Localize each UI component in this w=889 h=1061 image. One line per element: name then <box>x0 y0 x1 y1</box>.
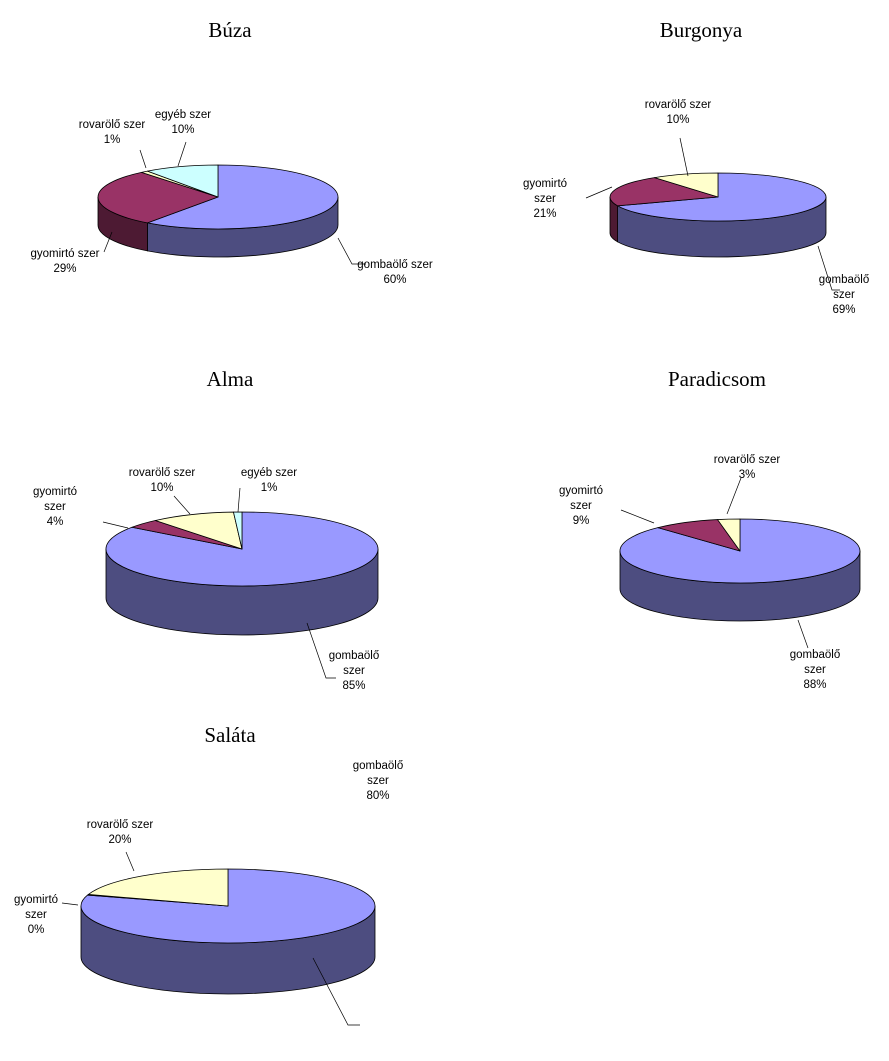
data-label-text: rovarölő szer <box>129 467 196 479</box>
data-label-text: szer <box>25 909 47 921</box>
data-label-pct: 80% <box>366 790 389 802</box>
pie-slice-gombaolo-szer <box>147 164 339 230</box>
data-label-pct: 9% <box>573 515 590 527</box>
data-label-pct: 1% <box>261 482 278 494</box>
leader-line <box>102 521 129 529</box>
data-label-text: szer <box>44 501 66 513</box>
leader-line <box>585 186 613 199</box>
pie-slice-rovarolo-szer <box>717 518 741 552</box>
pie-slice-egyeb-szer <box>233 511 243 550</box>
data-label-text: gyomirtó <box>523 178 567 190</box>
pie-slice-gyomirto-szer <box>609 177 719 207</box>
chart-title: Paradicsom <box>668 367 766 391</box>
leader-line <box>103 231 113 253</box>
data-label-text: gombaölő <box>819 274 870 286</box>
data-label-text: gyomirtó <box>559 485 603 497</box>
data-label-pct: 10% <box>666 114 689 126</box>
leader-line <box>337 237 366 265</box>
data-label-text: rovarölő szer <box>714 454 781 466</box>
leader-line <box>237 487 241 513</box>
pie-slice-rovarolo-szer <box>87 868 229 907</box>
chart-title: Alma <box>207 367 254 391</box>
pie-chart-paradicsom: Paradicsom gombaölő szer 88% gyomirtó szer 9% r… <box>559 367 861 691</box>
leader-line <box>173 495 191 515</box>
data-label-pct: 20% <box>108 834 131 846</box>
data-label-text: gombaölő <box>790 649 841 661</box>
data-label-gombaolo-szer: gombaölő szer 80% <box>353 760 404 802</box>
data-label-text: egyéb szer <box>241 467 297 479</box>
data-label-pct: 10% <box>150 482 173 494</box>
leader-line <box>177 141 187 167</box>
data-label-pct: 60% <box>383 274 406 286</box>
data-label-text: szer <box>570 500 592 512</box>
data-label-rovarolo-szer: rovarölő szer 20% <box>87 819 154 846</box>
data-label-text: szer <box>534 193 556 205</box>
leader-line <box>726 477 742 515</box>
chart-title: Burgonya <box>660 18 743 42</box>
data-label-pct: 85% <box>342 680 365 692</box>
data-label-gyomirto-szer: gyomirtó szer 0% <box>14 894 58 936</box>
data-label-text: egyéb szer <box>155 109 211 121</box>
data-label-text: szer <box>367 775 389 787</box>
pie-chart-burgonya: Burgonya gombaölő szer 69% gyomirtó szer 21% ro… <box>523 18 869 316</box>
data-label-gombaolo-szer: gombaölő szer 69% <box>819 274 870 316</box>
data-label-text: szer <box>833 289 855 301</box>
leader-line <box>797 619 809 649</box>
data-label-pct: 88% <box>803 679 826 691</box>
data-label-text: gyomirtó <box>33 486 77 498</box>
data-label-pct: 10% <box>171 124 194 136</box>
leader-line <box>125 851 135 872</box>
data-label-pct: 69% <box>832 304 855 316</box>
chart-title: Saláta <box>204 723 256 747</box>
data-label-gombaolo-szer: gombaölő szer 88% <box>790 649 841 691</box>
pie-slice-gyomirto-szer <box>97 171 219 224</box>
data-label-gyomirto-szer: gyomirtó szer 9% <box>559 485 603 527</box>
data-label-egyeb-szer: egyéb szer 10% <box>155 109 211 136</box>
data-label-gombaolo-szer: gombaölő szer 85% <box>329 650 380 692</box>
pie-slice-rovarolo-szer <box>154 511 243 550</box>
data-label-text: gombaölő szer <box>357 259 433 271</box>
leader-line <box>620 509 655 524</box>
pie-slice-rovarolo-szer <box>654 172 719 198</box>
data-label-text: gyomirtó szer <box>30 248 99 260</box>
pie-slice-gombaolo-szer <box>619 518 861 584</box>
pie-chart-buza: Búza gombaölő szer 60% gyomirtó szer 29% rova… <box>30 18 432 286</box>
leader-line <box>679 137 689 177</box>
data-label-pct: 4% <box>47 516 64 528</box>
leader-line <box>139 149 147 169</box>
pie-slice-gombaolo-szer <box>617 172 827 222</box>
leader-line <box>817 245 840 291</box>
data-label-egyeb-szer: egyéb szer 1% <box>241 467 297 494</box>
data-label-gyomirto-szer: gyomirtó szer 21% <box>523 178 567 220</box>
data-label-text: rovarölő szer <box>645 99 712 111</box>
data-label-pct: 3% <box>739 469 756 481</box>
pie-chart-salata: Saláta gombaölő szer 80% gyomirtó szer 0% rovar… <box>14 723 404 1026</box>
pie-slice-egyeb-szer <box>147 164 219 198</box>
data-label-text: gyomirtó <box>14 894 58 906</box>
data-label-rovarolo-szer: rovarölő szer 10% <box>129 467 196 494</box>
data-label-text: rovarölő szer <box>87 819 154 831</box>
pie-chart-alma: Alma gombaölő szer 85% gyomirtó szer 4% rovaröl… <box>33 367 379 692</box>
data-label-gyomirto-szer: gyomirtó szer 4% <box>33 486 77 528</box>
data-label-rovarolo-szer: rovarölő szer 3% <box>714 454 781 481</box>
data-label-rovarolo-szer: rovarölő szer 1% <box>79 119 146 146</box>
data-label-text: szer <box>343 665 365 677</box>
data-label-text: gombaölő <box>329 650 380 662</box>
data-label-pct: 21% <box>533 208 556 220</box>
data-label-rovarolo-szer: rovarölő szer 10% <box>645 99 712 126</box>
data-label-pct: 29% <box>53 263 76 275</box>
data-label-gombaolo-szer: gombaölő szer 60% <box>357 259 433 286</box>
leader-line <box>306 622 336 679</box>
chart-title: Búza <box>208 18 252 42</box>
data-label-pct: 1% <box>104 134 121 146</box>
data-label-gyomirto-szer: gyomirtó szer 29% <box>30 248 99 275</box>
leader-line <box>61 902 79 906</box>
data-label-text: rovarölő szer <box>79 119 146 131</box>
data-label-text: gombaölő <box>353 760 404 772</box>
data-label-text: szer <box>804 664 826 676</box>
leader-line <box>312 957 360 1026</box>
data-label-pct: 0% <box>28 924 45 936</box>
